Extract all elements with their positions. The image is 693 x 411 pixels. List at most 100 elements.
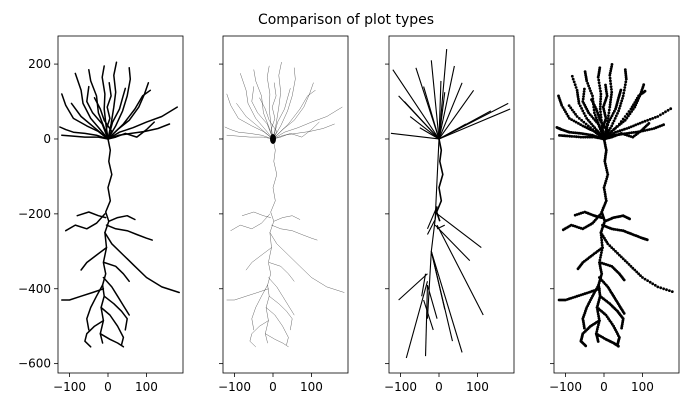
neurite-point <box>619 102 623 105</box>
neurite-branch <box>242 211 271 218</box>
neurite-point <box>638 121 642 125</box>
x-tick-label: −100 <box>549 380 582 394</box>
neurite-point <box>624 80 628 84</box>
neurite-branch <box>230 213 271 231</box>
neurite-point <box>627 131 631 135</box>
neurite-point <box>606 242 610 246</box>
neurite-point <box>643 89 647 93</box>
neurite-point <box>627 110 631 113</box>
neurite-point <box>630 131 633 135</box>
x-tick-label: 0 <box>269 380 277 394</box>
neurite-point <box>590 92 593 95</box>
neurite-point <box>609 98 613 102</box>
neurite-branch <box>104 231 180 294</box>
neurite-point <box>581 109 585 113</box>
neurite-branch <box>107 67 132 140</box>
neurite-point <box>602 186 606 190</box>
neurite-point <box>599 102 602 106</box>
neurite-point <box>641 276 644 279</box>
neurite-segment <box>424 284 429 357</box>
neurite-point <box>616 130 620 133</box>
neurite-point <box>603 184 606 187</box>
neurite-point <box>662 123 665 127</box>
neurite-point <box>607 120 610 124</box>
neurite-point <box>616 251 619 255</box>
neurite-point <box>577 117 581 120</box>
neurite-point <box>581 100 585 103</box>
neurite-point <box>571 77 575 81</box>
neurite-point <box>631 107 635 111</box>
neurite-branch <box>99 138 113 344</box>
neurite-point <box>590 98 593 102</box>
neurite-point <box>604 197 608 201</box>
y-tick-label: 200 <box>28 57 51 71</box>
neurite-point <box>567 104 571 107</box>
neurite-point <box>609 82 613 86</box>
neurite-point <box>585 117 589 120</box>
neurite-point <box>608 105 612 109</box>
neurite-point <box>555 126 559 129</box>
neurite-point <box>612 127 616 131</box>
neurite-point <box>599 100 602 103</box>
neurite-point <box>586 135 590 139</box>
neurite-point <box>600 238 604 242</box>
neurite-point <box>646 118 649 122</box>
plot-area <box>59 61 180 348</box>
neurite-point <box>647 122 651 125</box>
neurite-point <box>621 257 625 261</box>
neurite-point <box>659 286 663 290</box>
neurite-point <box>576 93 580 97</box>
neurite-point <box>629 107 633 111</box>
neurite-point <box>648 117 652 121</box>
neurite-point <box>641 120 644 124</box>
neurite-branch <box>61 288 105 301</box>
neurite-point <box>577 102 581 105</box>
neurite-point <box>600 243 604 247</box>
neurite-branch <box>240 73 274 140</box>
neurite-point <box>597 81 601 85</box>
neurite-point <box>581 124 585 128</box>
neurite-point <box>669 107 673 111</box>
neurite-point <box>582 112 586 115</box>
neurite-point <box>599 95 603 98</box>
neurite-point <box>599 89 602 93</box>
neurite-point <box>618 129 622 133</box>
neurite-point <box>634 98 638 102</box>
neurite-branch <box>76 211 107 219</box>
neurite-segment <box>438 82 463 140</box>
neurite-point <box>606 123 610 127</box>
x-tick-label: −100 <box>53 380 86 394</box>
neurite-point <box>605 94 609 98</box>
neurite-point <box>610 130 614 133</box>
neurite-point <box>598 87 602 90</box>
neurite-branch <box>236 103 274 140</box>
neurite-point <box>603 181 607 185</box>
neurite-segment <box>438 49 448 140</box>
neurite-point <box>592 108 596 112</box>
neurite-point <box>634 103 638 107</box>
neurite-point <box>598 66 602 70</box>
neurite-branch <box>245 247 272 271</box>
neurite-point <box>627 263 631 266</box>
neurite-point <box>609 126 612 130</box>
neurite-point <box>599 253 603 257</box>
neurite-point <box>593 126 597 130</box>
chart-title: Comparison of plot types <box>258 12 434 28</box>
neurite-point <box>557 94 560 98</box>
neurite-branch <box>269 232 345 293</box>
neurite-point <box>572 80 576 84</box>
neurite-point <box>629 264 633 268</box>
neurite-point <box>642 83 646 87</box>
neurite-point <box>593 135 596 139</box>
neurite-point <box>562 108 566 111</box>
neurite-point <box>643 119 647 123</box>
neurite-point <box>610 65 613 68</box>
neurite-point <box>645 238 649 242</box>
neurite-point <box>580 107 583 110</box>
x-tick-label: 0 <box>435 380 443 394</box>
neurite-point <box>630 110 633 113</box>
neurite-point <box>597 317 601 320</box>
neurite-point <box>575 88 579 92</box>
neurite-point <box>566 114 570 118</box>
